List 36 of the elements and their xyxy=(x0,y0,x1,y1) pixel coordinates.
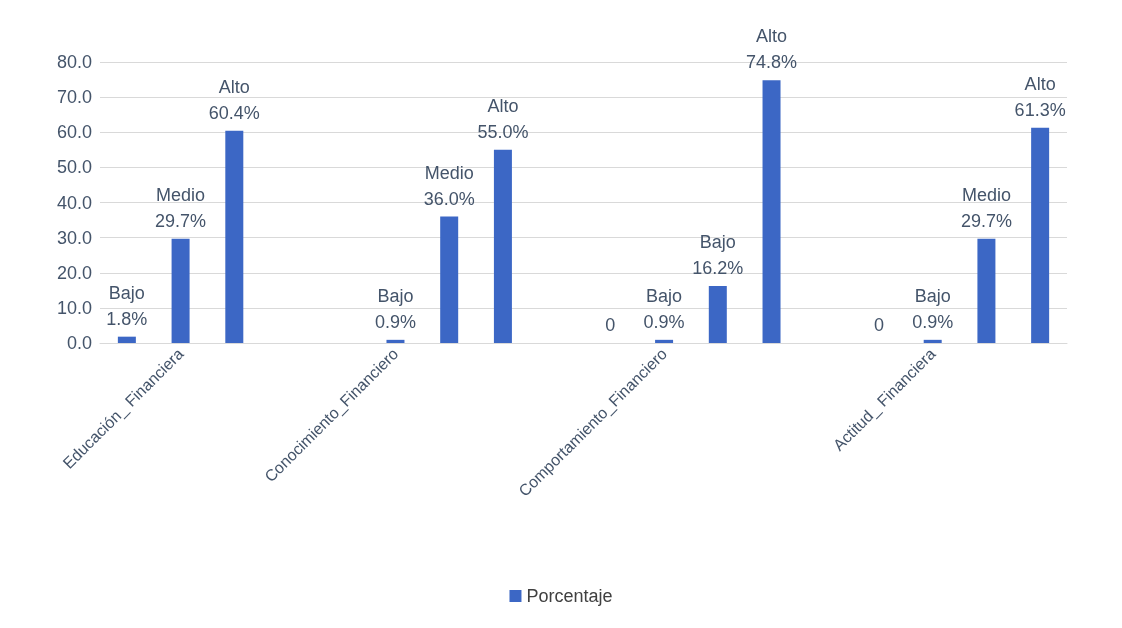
data-label: Medio 29.7% xyxy=(155,184,207,231)
y-tick-label: 10.0 xyxy=(56,297,92,318)
bar xyxy=(762,80,781,343)
y-tick-label: 70.0 xyxy=(56,87,92,108)
bar xyxy=(386,339,405,343)
y-tick-label: 30.0 xyxy=(56,227,92,248)
bar xyxy=(440,216,459,343)
bar xyxy=(923,339,942,343)
data-label: Bajo 16.2% xyxy=(692,232,744,279)
bar xyxy=(225,130,244,343)
data-label: 0 xyxy=(605,315,616,335)
data-label: Alto 60.4% xyxy=(208,76,260,123)
data-label: Medio 36.0% xyxy=(423,162,475,209)
y-tick-label: 20.0 xyxy=(56,262,92,283)
bar xyxy=(1031,127,1050,343)
y-tick-label: 60.0 xyxy=(56,122,92,143)
y-tick-label: 50.0 xyxy=(56,157,92,178)
y-tick-label: 0.0 xyxy=(66,333,92,353)
data-label: Alto 74.8% xyxy=(746,26,798,73)
data-label: Bajo 0.9% xyxy=(374,285,416,332)
data-label: Alto 55.0% xyxy=(477,95,529,142)
bar xyxy=(117,336,136,343)
data-label: 0 xyxy=(873,315,884,335)
bar xyxy=(655,339,674,343)
y-tick-label: 80.0 xyxy=(56,52,92,72)
data-label: Bajo 0.9% xyxy=(643,285,685,332)
y-tick-label: 40.0 xyxy=(56,192,92,213)
bar xyxy=(708,286,727,343)
bar xyxy=(171,238,190,343)
data-label: Alto 61.3% xyxy=(1014,73,1066,120)
legend-label: Porcentaje xyxy=(526,586,613,606)
data-label: Medio 29.7% xyxy=(960,184,1012,231)
bar xyxy=(977,238,996,343)
bar xyxy=(493,149,512,343)
data-label: Bajo 0.9% xyxy=(912,285,954,332)
data-label: Bajo 1.8% xyxy=(106,282,148,329)
